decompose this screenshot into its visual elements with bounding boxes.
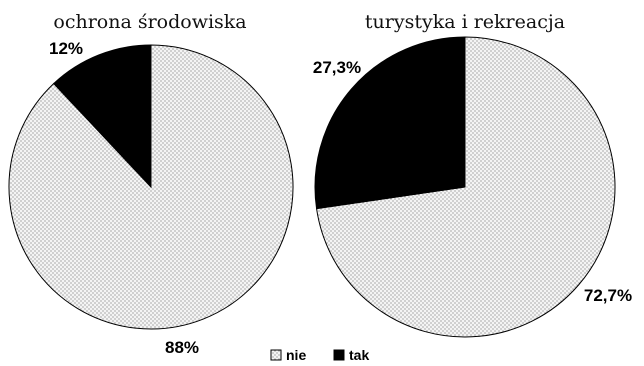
pie-2-label-tak: 27,3% bbox=[313, 58, 361, 77]
legend-swatch-nie bbox=[270, 349, 282, 361]
pie-2-slice-tak bbox=[314, 36, 466, 210]
pie-1-label-nie: 88% bbox=[165, 338, 199, 357]
pie-1-slice-tak bbox=[53, 44, 152, 189]
chart-1-title: ochrona środowiska bbox=[53, 11, 246, 33]
pie-1-slice-nie bbox=[8, 44, 294, 330]
pie-2-slices bbox=[314, 36, 616, 338]
legend-label-nie: nie bbox=[286, 347, 306, 363]
chart-2-title: turystyka i rekreacja bbox=[365, 11, 565, 33]
legend-item-tak: tak bbox=[333, 347, 369, 363]
pie-1-slices bbox=[8, 44, 294, 330]
pie-2-slice-nie bbox=[315, 36, 616, 338]
chart-ochrona-srodowiska: ochrona środowiska 12% 88% bbox=[8, 11, 294, 357]
legend-swatch-tak bbox=[333, 349, 345, 361]
chart-turystyka-i-rekreacja: turystyka i rekreacja 27,3% 72,7% bbox=[313, 11, 632, 338]
pie-2-label-nie: 72,7% bbox=[584, 286, 632, 305]
legend-label-tak: tak bbox=[349, 347, 369, 363]
legend-item-nie: nie bbox=[270, 347, 306, 363]
pie-1-label-tak: 12% bbox=[49, 39, 83, 58]
legend: nie tak bbox=[270, 347, 369, 363]
